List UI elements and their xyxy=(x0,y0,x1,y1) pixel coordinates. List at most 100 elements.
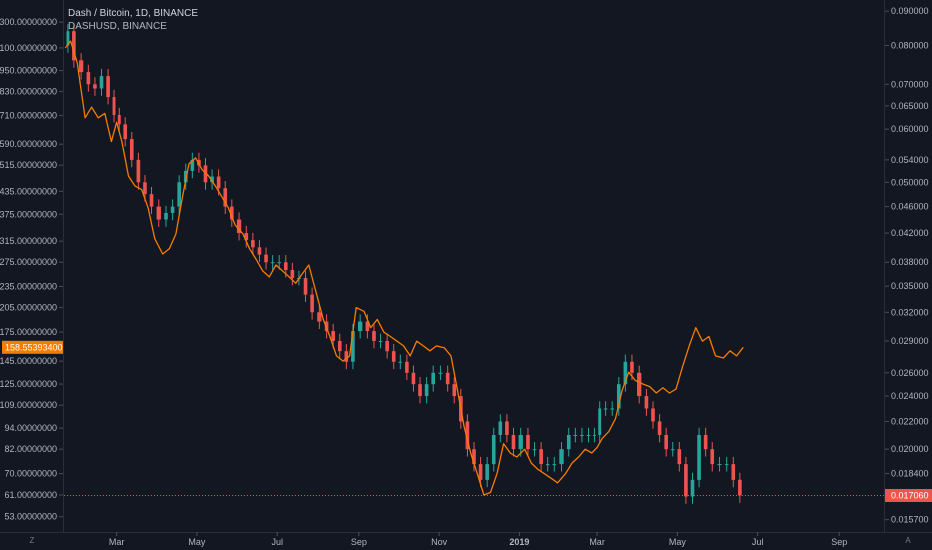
candle-body xyxy=(598,408,602,435)
log-scale-button-left[interactable]: Z xyxy=(30,536,35,545)
auto-scale-button[interactable]: A xyxy=(905,536,911,545)
candle-body xyxy=(566,434,571,450)
right-last-badge: 0.017060 xyxy=(885,488,932,502)
plot-area[interactable] xyxy=(64,24,884,504)
candle-body xyxy=(303,277,308,295)
left-last-badge-bg xyxy=(2,340,63,354)
candle-body xyxy=(738,479,742,496)
candle-body xyxy=(378,340,383,342)
candle-body xyxy=(129,139,134,160)
time-tick-label: Jul xyxy=(271,537,283,547)
candle-body xyxy=(86,72,91,85)
left-tick-label: 830.00000000 xyxy=(0,86,57,96)
candle-body xyxy=(532,449,537,451)
candle-body xyxy=(183,170,188,183)
right-tick-label: 0.020000 xyxy=(891,444,929,454)
left-axis[interactable]: 1300.00000000 1100.00000000 950.00000000 83… xyxy=(0,0,64,532)
candle-body xyxy=(244,233,249,241)
candle-body xyxy=(703,434,708,450)
left-last-badge: 158.55393400 xyxy=(2,340,63,354)
left-tick-label: 315.00000000 xyxy=(0,236,57,246)
left-tick-label: 950.00000000 xyxy=(0,66,57,76)
time-tick-label: May xyxy=(188,537,206,547)
right-tick-label: 0.042000 xyxy=(891,228,929,238)
time-tick-label: Sep xyxy=(831,537,847,547)
candle-body xyxy=(344,351,349,362)
candle-body xyxy=(398,361,403,363)
candle-body xyxy=(539,449,543,465)
candle-body xyxy=(405,361,409,373)
left-tick-label: 61.00000000 xyxy=(4,490,57,500)
left-tick-label: 435.00000000 xyxy=(0,186,57,196)
right-last-badge-bg xyxy=(885,488,932,502)
time-tick-label: May xyxy=(669,537,687,547)
candle-body xyxy=(78,60,84,73)
candle-body xyxy=(106,76,110,98)
candle-body xyxy=(573,434,578,436)
candle-body xyxy=(664,434,668,450)
legend-secondary[interactable]: DASHUSD, BINANCE xyxy=(68,21,167,32)
candle-body xyxy=(99,76,104,89)
left-axis-ticks: 1300.00000000 1100.00000000 950.00000000 83… xyxy=(0,17,63,522)
right-tick-label: 0.080000 xyxy=(891,40,929,50)
candle-body xyxy=(411,372,416,385)
candle-body xyxy=(418,384,422,397)
candle-body xyxy=(190,159,195,171)
right-axis[interactable]: 0.090000 0.080000 0.070000 0.065000 0.060000… xyxy=(884,0,929,532)
right-tick-label: 0.015700 xyxy=(891,515,929,525)
candle-body xyxy=(290,270,295,278)
candle-body xyxy=(223,188,228,207)
candle-body xyxy=(452,384,457,397)
time-tick-label: Mar xyxy=(589,537,605,547)
candle-body xyxy=(264,254,268,263)
time-tick-label: Mar xyxy=(109,537,125,547)
candle-body xyxy=(603,408,608,410)
candle-body xyxy=(385,340,389,352)
candle-body xyxy=(651,408,655,422)
candle-body xyxy=(391,351,396,362)
candle-body xyxy=(424,384,429,397)
candle-body xyxy=(684,464,688,497)
candle-body xyxy=(644,396,649,409)
candle-body xyxy=(143,182,147,195)
left-tick-label: 235.00000000 xyxy=(0,281,57,291)
right-tick-label: 0.070000 xyxy=(891,79,929,89)
candle-body xyxy=(164,212,168,220)
time-tick-label: Jul xyxy=(752,537,764,547)
candle-body xyxy=(445,372,450,385)
candle-body xyxy=(526,434,530,450)
left-tick-label: 70.00000000 xyxy=(4,469,57,479)
candle-body xyxy=(357,321,363,332)
candle-body xyxy=(465,421,470,450)
time-axis[interactable]: Mar May Jul Sep Nov 2019 Mar May Jul Sep xyxy=(0,532,932,547)
candle-body xyxy=(630,361,634,373)
right-tick-label: 0.046000 xyxy=(891,202,929,212)
candle-body xyxy=(112,97,116,115)
candle-body xyxy=(310,294,314,313)
candle-body xyxy=(331,331,335,341)
candle-body xyxy=(236,219,242,234)
candle-body xyxy=(156,206,161,220)
right-tick-label: 0.090000 xyxy=(891,6,929,16)
right-tick-label: 0.038000 xyxy=(891,257,929,267)
right-tick-label: 0.032000 xyxy=(891,307,929,317)
candle-body xyxy=(317,312,322,322)
candle-body xyxy=(580,434,584,436)
candle-body xyxy=(586,434,591,436)
candle-body xyxy=(117,114,121,125)
legend-primary[interactable]: Dash / Bitcoin, 1D, BINANCE xyxy=(68,8,198,19)
candle-body xyxy=(210,176,214,183)
candle-body xyxy=(277,262,282,264)
time-axis-ticks: Mar May Jul Sep Nov 2019 Mar May Jul Sep xyxy=(109,532,847,547)
candle-body xyxy=(511,434,516,450)
left-tick-label: 1100.00000000 xyxy=(0,43,57,53)
candle-body xyxy=(518,434,523,450)
right-last-value: 0.017060 xyxy=(891,490,929,500)
candle-body xyxy=(136,159,141,183)
candle-body xyxy=(545,464,550,466)
candle-body xyxy=(505,421,509,435)
candle-body xyxy=(552,464,557,466)
candle-body xyxy=(478,464,483,480)
candle-body xyxy=(592,434,596,436)
